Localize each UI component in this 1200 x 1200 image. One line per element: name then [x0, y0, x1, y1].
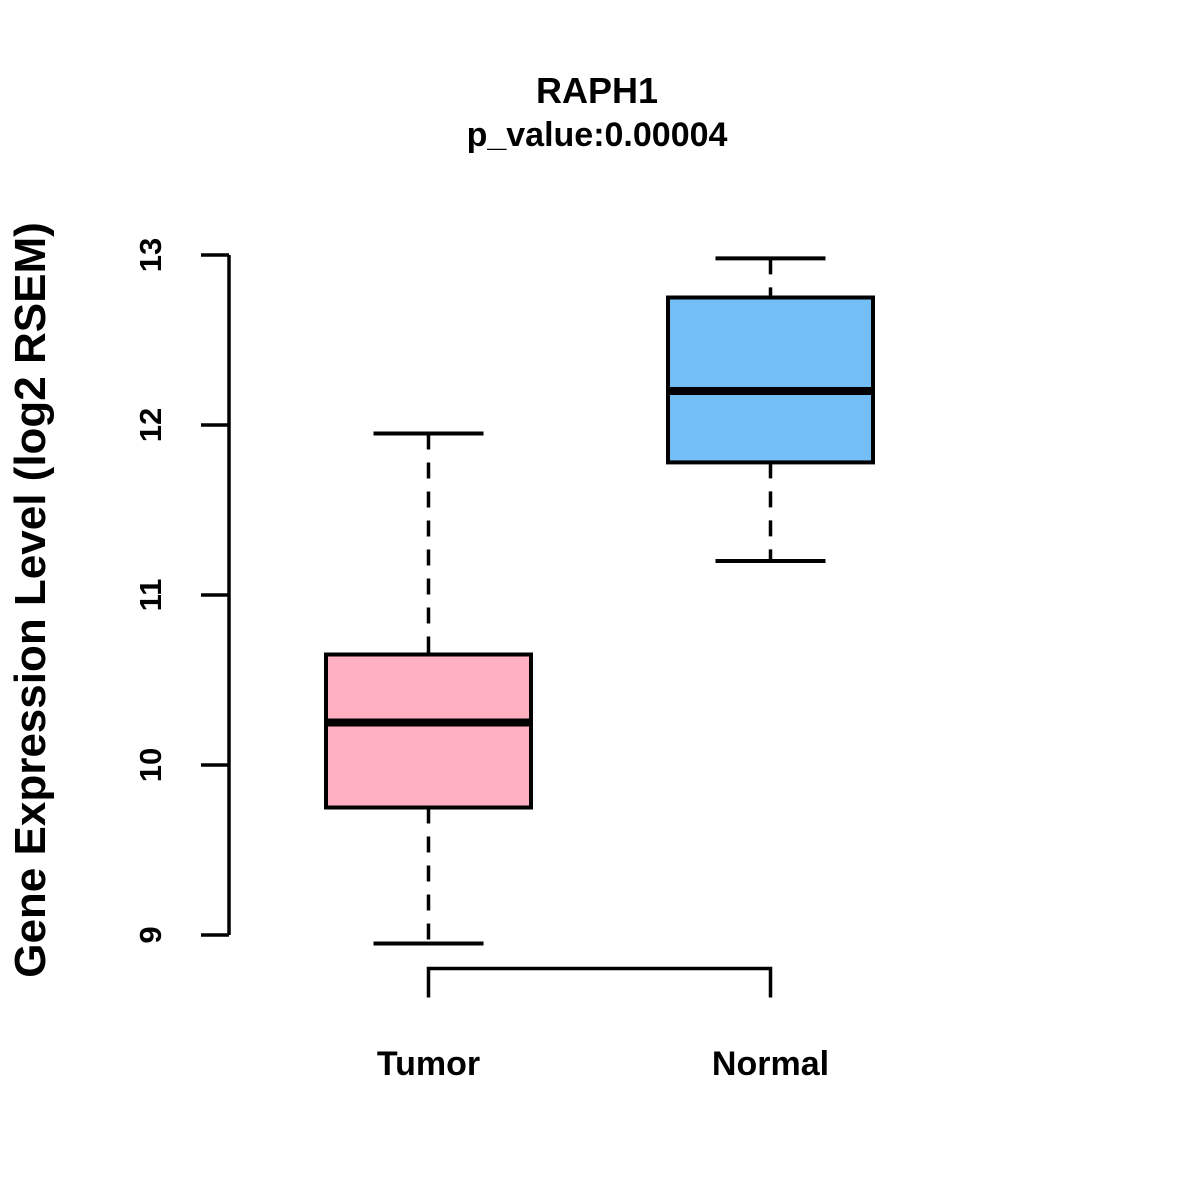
box-series [324, 256, 875, 946]
chart-title: RAPH1 [536, 70, 658, 111]
x-category-label-tumor: Tumor [377, 1045, 480, 1083]
box-normal [666, 256, 875, 563]
iqr-box [324, 652, 533, 810]
x-category-label-normal: Normal [712, 1045, 829, 1083]
y-tick-label: 10 [133, 748, 168, 782]
box-tumor [324, 431, 533, 946]
y-axis-title: Gene Expression Level (log2 RSEM) [6, 222, 55, 978]
y-tick-label: 13 [133, 238, 168, 272]
y-tick-label: 9 [133, 926, 168, 943]
iqr-box [666, 295, 875, 465]
chart-subtitle: p_value:0.00004 [467, 116, 728, 154]
y-tick-label: 11 [133, 579, 168, 612]
y-axis: 9 10 11 12 13 [133, 238, 231, 944]
x-axis-line [426, 966, 773, 998]
x-axis: Tumor Normal [377, 966, 829, 1083]
y-tick-label: 12 [133, 408, 168, 442]
